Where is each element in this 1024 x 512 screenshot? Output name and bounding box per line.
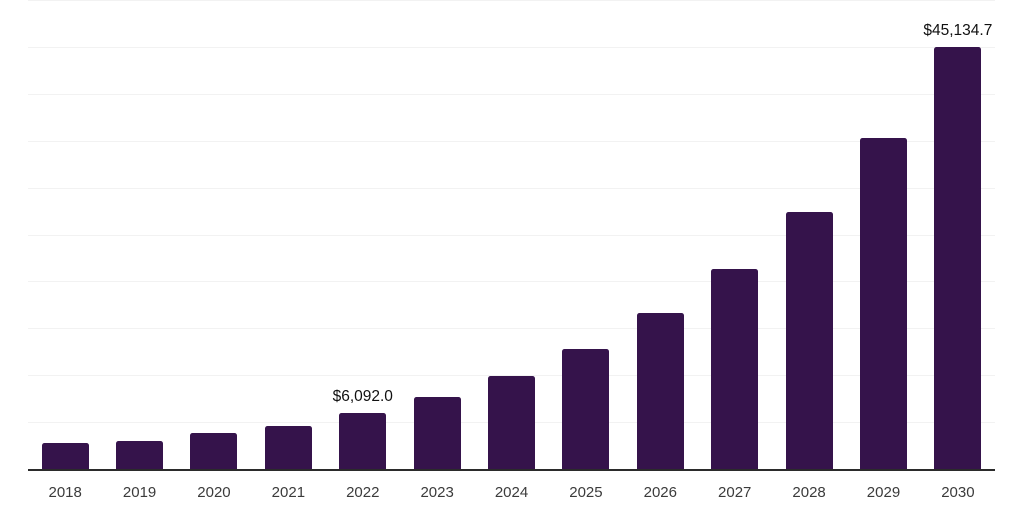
- bar-slot-2029: [846, 1, 920, 470]
- bar-slot-2025: [549, 1, 623, 470]
- gridline-35000: [28, 140, 995, 142]
- bar-slot-2021: [251, 1, 325, 470]
- gridline-40000: [28, 93, 995, 95]
- bar-slot-2018: [28, 1, 102, 470]
- bar-slot-2020: [177, 1, 251, 470]
- tick-label-2023: 2023: [420, 484, 454, 501]
- value-label-2030: $45,134.7: [923, 21, 993, 39]
- gridline-20000: [28, 281, 995, 283]
- bar-2030: [934, 46, 982, 470]
- tick-label-2021: 2021: [271, 484, 306, 501]
- plot-area: $6,092.0 $45,134.7: [28, 0, 995, 471]
- bar-2029: [859, 137, 907, 470]
- bar-slot-2026: [623, 1, 697, 470]
- value-label-2022: $6,092.0: [332, 387, 393, 405]
- gridline-15000: [28, 328, 995, 330]
- bar-2024: [488, 375, 536, 470]
- bar-slot-2022: $6,092.0: [326, 1, 400, 470]
- tick-label-2024: 2024: [494, 484, 529, 501]
- bar-slot-2019: [102, 1, 176, 470]
- tick-label-2019: 2019: [122, 484, 157, 501]
- bar-2028: [785, 212, 833, 470]
- bar-slot-2030: $45,134.7: [921, 1, 995, 470]
- bar-2020: [190, 433, 238, 470]
- tick-label-2025: 2025: [569, 484, 603, 501]
- tick-label-2029: 2029: [866, 484, 901, 501]
- bar-2026: [636, 313, 684, 470]
- tick-label-2028: 2028: [792, 484, 826, 501]
- bar-slot-2027: [698, 1, 772, 470]
- x-axis-labels: 2018 2019 2020 2021 2022 2023 2024 2025 2026 2027…: [28, 484, 995, 501]
- gridline-45000: [28, 46, 995, 48]
- tick-label-2030: 2030: [941, 484, 975, 501]
- bar-2019: [116, 440, 164, 470]
- tick-label-2026: 2026: [643, 484, 677, 501]
- bar-slot-2028: [772, 1, 846, 470]
- tick-label-2020: 2020: [197, 484, 231, 501]
- tick-label-2022: 2022: [346, 484, 380, 501]
- bars-container: $6,092.0 $45,134.7: [28, 1, 995, 470]
- bar-2022: [339, 412, 387, 470]
- gridline-30000: [28, 187, 995, 189]
- bar-2025: [562, 348, 610, 470]
- x-axis-line: [28, 469, 995, 471]
- tick-label-2027: 2027: [718, 484, 752, 501]
- bar-slot-2023: [400, 1, 474, 470]
- gridline-25000: [28, 234, 995, 236]
- bar-2021: [264, 425, 312, 470]
- bar-2027: [711, 268, 759, 470]
- bar-slot-2024: [474, 1, 548, 470]
- gridline-10000: [28, 375, 995, 377]
- gridline-50000: [28, 0, 995, 1]
- bar-2018: [41, 443, 89, 470]
- tick-label-2018: 2018: [48, 484, 82, 501]
- bar-2023: [413, 396, 461, 470]
